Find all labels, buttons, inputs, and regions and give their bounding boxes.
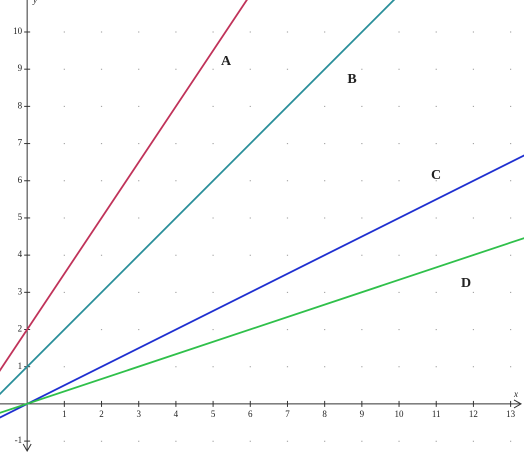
x-tick-label: 5 bbox=[211, 409, 216, 419]
y-tick-label: 8 bbox=[18, 100, 23, 110]
x-tick-label: 7 bbox=[285, 409, 290, 419]
y-tick-label: 1 bbox=[18, 361, 23, 371]
x-axis-label: x bbox=[513, 389, 518, 399]
x-tick-label: 3 bbox=[136, 409, 141, 419]
y-tick-label: 4 bbox=[18, 249, 23, 259]
y-axis-label: y bbox=[32, 0, 37, 5]
x-tick-label: 6 bbox=[248, 409, 253, 419]
x-tick-label: 10 bbox=[395, 409, 405, 419]
line bbox=[0, 0, 396, 396]
y-tick-label: 9 bbox=[18, 63, 23, 73]
y-tick-label: -1 bbox=[15, 435, 23, 445]
x-tick-label: 1 bbox=[62, 409, 67, 419]
x-tick-label: 8 bbox=[322, 409, 327, 419]
y-tick-label: 5 bbox=[18, 212, 23, 222]
x-tick-label: 13 bbox=[506, 409, 516, 419]
x-tick-label: 9 bbox=[360, 409, 365, 419]
line-label: A bbox=[221, 54, 232, 69]
line-label: B bbox=[347, 72, 356, 87]
y-tick-label: 2 bbox=[18, 324, 23, 334]
x-tick-label: 4 bbox=[174, 409, 179, 419]
x-tick-label: 2 bbox=[99, 409, 104, 419]
line bbox=[0, 0, 248, 372]
line bbox=[0, 154, 524, 419]
line-label: C bbox=[431, 168, 441, 183]
x-tick-label: 11 bbox=[432, 409, 441, 419]
y-tick-label: 10 bbox=[13, 26, 23, 36]
y-arrow bbox=[22, 443, 32, 453]
y-tick-label: 7 bbox=[18, 138, 23, 148]
line bbox=[0, 237, 524, 414]
x-arrow bbox=[513, 399, 523, 409]
x-tick-label: 12 bbox=[469, 409, 478, 419]
y-tick-label: 6 bbox=[18, 175, 23, 185]
y-tick-label: 3 bbox=[18, 286, 23, 296]
line-label: D bbox=[461, 276, 471, 291]
